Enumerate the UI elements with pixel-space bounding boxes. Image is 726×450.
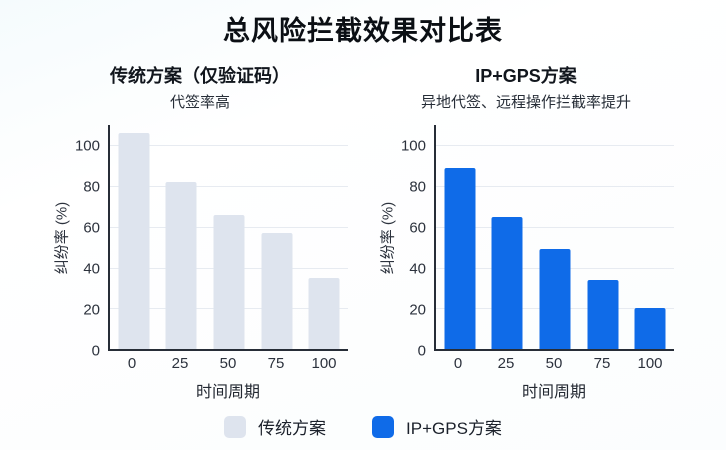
x-axis: 0 25 50 75 100 (434, 351, 674, 375)
bar-chart-ip-gps: 纠纷率 (%) 0 20 40 60 80 100 0 25 50 75 100 时间周期 (367, 125, 685, 401)
y-axis-label-cell: 纠纷率 (%) (52, 125, 71, 351)
x-tick-label: 0 (127, 354, 137, 372)
legend-swatch (224, 415, 247, 438)
gridline (436, 226, 674, 228)
y-tick-label: 20 (83, 301, 100, 319)
x-tick-label: 100 (637, 354, 663, 372)
bar (491, 216, 523, 349)
y-tick-label: 80 (83, 178, 100, 196)
bar-slot (484, 125, 532, 349)
panel-heading-ip-gps: IP+GPS方案 (475, 66, 577, 86)
panel-heading-traditional: 传统方案（仅验证码） (110, 66, 290, 86)
y-tick-label: 100 (74, 137, 100, 155)
bar-slot (300, 125, 348, 349)
y-tick-label: 20 (409, 301, 426, 319)
x-axis-label: 时间周期 (521, 384, 586, 401)
bar (261, 232, 293, 349)
panel-subtitle-ip-gps: 异地代签、远程操作拦截率提升 (420, 94, 631, 111)
gridline (436, 145, 674, 147)
gridline (110, 186, 348, 188)
x-tick-label: 25 (171, 354, 189, 372)
legend-item: 传统方案 (224, 414, 326, 439)
x-tick-label: 100 (311, 354, 337, 372)
y-tick-label: 0 (417, 342, 426, 360)
bar (634, 308, 666, 349)
bar-slot (158, 125, 206, 349)
bar-slots (110, 125, 348, 349)
x-tick-label: 25 (497, 354, 515, 372)
chart-legend: 传统方案 IP+GPS方案 (0, 414, 726, 439)
y-tick-label: 40 (409, 260, 426, 278)
x-tick-label: 75 (267, 354, 285, 372)
bar (539, 249, 571, 349)
bar (118, 133, 150, 349)
bar-slot (253, 125, 301, 349)
page-title: 总风险拦截效果对比表 (223, 16, 503, 46)
bar-slot (110, 125, 158, 349)
y-tick-label: 80 (409, 178, 426, 196)
x-tick-label: 50 (545, 354, 563, 372)
panel-subtitle-traditional: 代签率高 (169, 94, 230, 111)
plot-area (108, 125, 348, 351)
bar (444, 167, 476, 349)
bar-slot (531, 125, 579, 349)
chart-panel-traditional: 传统方案（仅验证码） 代签率高 纠纷率 (%) 0 20 40 60 80 100 0 25 50… (41, 65, 359, 401)
y-tick-label: 60 (409, 219, 426, 237)
bar (587, 279, 619, 349)
y-axis: 0 20 40 60 80 100 (70, 125, 108, 358)
legend-label: IP+GPS方案 (406, 419, 502, 438)
bar-slot (579, 125, 627, 349)
y-axis-label: 纠纷率 (%) (379, 201, 397, 275)
legend-item: IP+GPS方案 (372, 414, 502, 439)
gridline (110, 145, 348, 147)
plot-area (434, 125, 674, 351)
y-tick-label: 0 (91, 342, 100, 360)
x-axis: 0 25 50 75 100 (108, 351, 348, 375)
y-axis: 0 20 40 60 80 100 (396, 125, 434, 358)
bar-slot (626, 125, 674, 349)
y-tick-label: 100 (400, 137, 426, 155)
x-tick-label: 50 (219, 354, 237, 372)
y-axis-label: 纠纷率 (%) (53, 201, 71, 275)
bar (308, 277, 340, 349)
x-tick-label: 75 (593, 354, 611, 372)
legend-swatch (372, 415, 395, 438)
x-axis-label: 时间周期 (195, 384, 260, 401)
y-tick-label: 40 (83, 260, 100, 278)
bar (165, 182, 197, 349)
y-axis-label-cell: 纠纷率 (%) (378, 125, 397, 351)
bar-slot (205, 125, 253, 349)
legend-label: 传统方案 (258, 419, 327, 438)
bar-slot (436, 125, 484, 349)
charts-row: 传统方案（仅验证码） 代签率高 纠纷率 (%) 0 20 40 60 80 100 0 25 50… (0, 65, 726, 401)
bar-chart-traditional: 纠纷率 (%) 0 20 40 60 80 100 0 25 50 75 100 时间周期 (41, 125, 359, 401)
gridline (436, 186, 674, 188)
x-tick-label: 0 (453, 354, 463, 372)
bar (213, 214, 245, 349)
chart-panel-ip-gps: IP+GPS方案 异地代签、远程操作拦截率提升 纠纷率 (%) 0 20 40 60 80… (367, 65, 685, 401)
y-tick-label: 60 (83, 219, 100, 237)
bar-slots (436, 125, 674, 349)
